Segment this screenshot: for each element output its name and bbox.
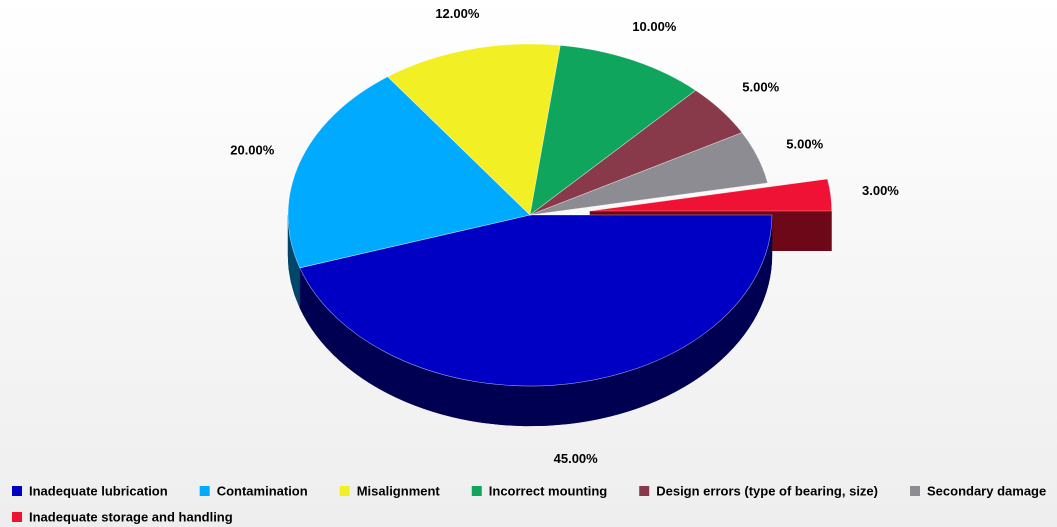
legend-swatch [910, 486, 920, 496]
data-label: 12.00% [435, 6, 480, 21]
legend-label: Design errors (type of bearing, size) [656, 483, 878, 498]
legend-swatch [339, 486, 350, 496]
legend-label: Misalignment [357, 483, 441, 498]
legend-swatch [199, 486, 210, 496]
slice [529, 132, 769, 216]
legend-swatch [471, 486, 482, 496]
legend-label: Inadequate lubrication [29, 483, 168, 498]
legend-label: Contamination [217, 483, 308, 498]
slice [299, 214, 773, 387]
legend-swatch [639, 486, 650, 496]
slice [529, 45, 697, 216]
slice [287, 76, 531, 269]
data-label: 5.00% [786, 136, 823, 151]
slice [387, 43, 561, 216]
data-label: 3.00% [862, 183, 899, 198]
legend-label: Inadequate storage and handling [29, 509, 233, 524]
legend-swatch [12, 486, 22, 496]
data-label: 20.00% [230, 142, 275, 157]
legend-swatch [12, 512, 22, 522]
legend-label: Secondary damage [927, 483, 1046, 498]
data-label: 45.00% [554, 451, 599, 466]
slice [589, 178, 833, 212]
legend-label: Incorrect mounting [489, 483, 608, 498]
data-label: 5.00% [742, 80, 779, 95]
data-label: 10.00% [632, 19, 677, 34]
